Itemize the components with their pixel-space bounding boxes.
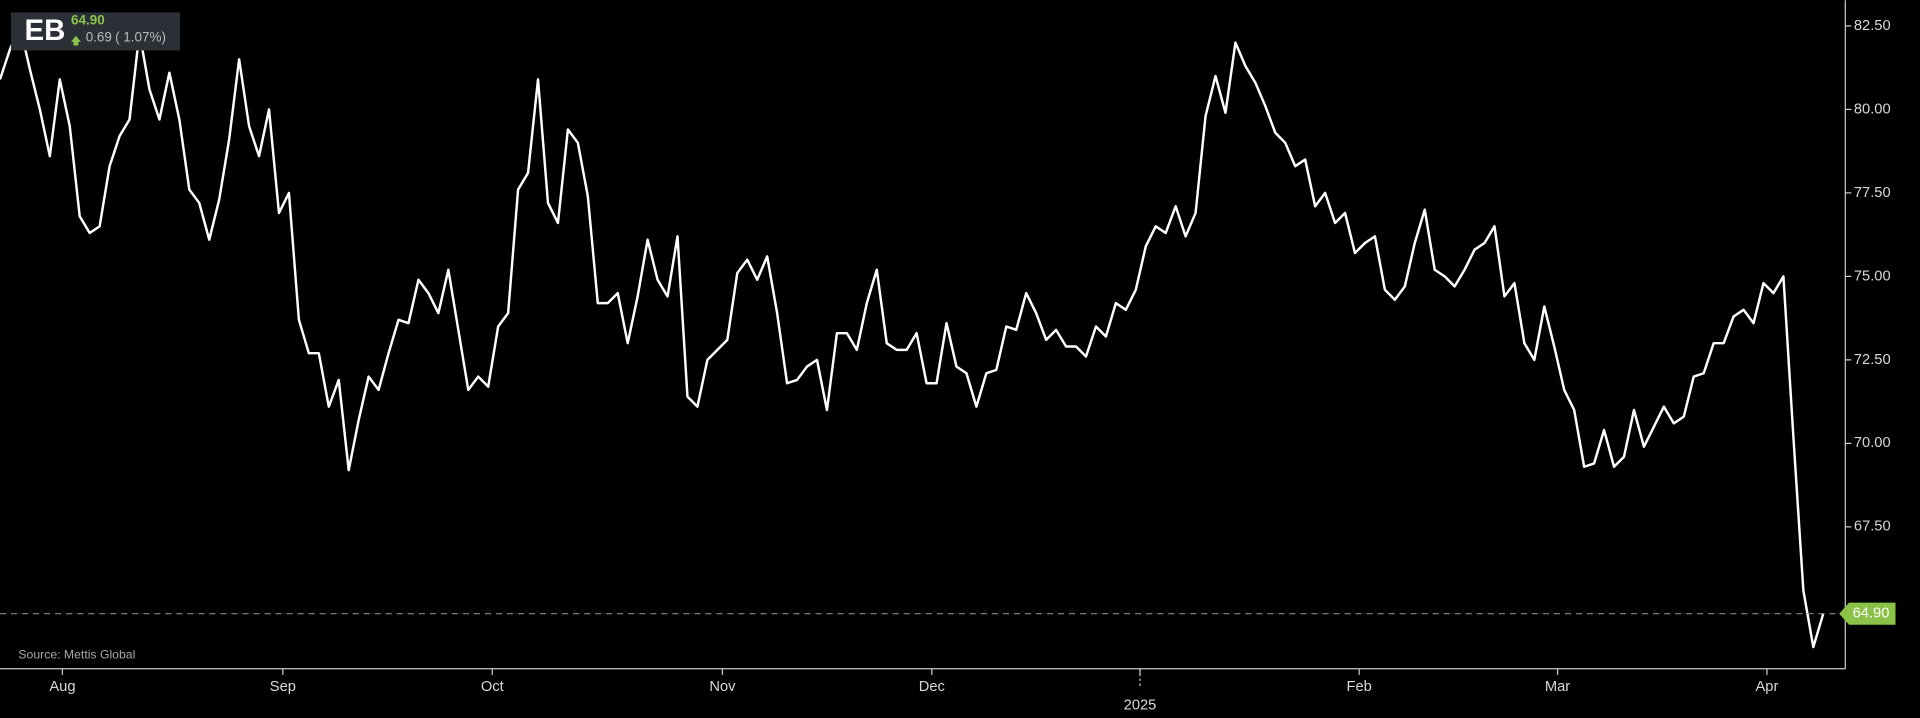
y-tick-label: 70.00 <box>1854 435 1891 451</box>
x-tick-label: Feb <box>1347 679 1372 695</box>
x-tick-label: Oct <box>481 679 504 695</box>
last-price-badge <box>1839 602 1896 625</box>
header-box <box>11 12 180 51</box>
price-line <box>0 24 1825 649</box>
up-arrow <box>71 35 81 46</box>
x-tick-label: Nov <box>709 679 736 695</box>
x-tick-label: Sep <box>270 679 296 695</box>
y-tick-label: 82.50 <box>1854 18 1891 34</box>
symbol: EB <box>24 14 65 47</box>
y-tick-label: 75.00 <box>1854 268 1891 284</box>
x-tick-label: Dec <box>919 679 945 695</box>
change: 0.69 <box>86 30 112 45</box>
last-price-label: 64.90 <box>1853 606 1890 622</box>
header: EB 64.90 0.69 ( 1.07%) <box>11 12 180 51</box>
y-tick-label: 80.00 <box>1854 101 1891 117</box>
y-tick-label: 77.50 <box>1854 185 1891 201</box>
x-tick-label: 2025 <box>1124 697 1157 713</box>
plot <box>0 24 1846 649</box>
y-tick-label: 72.50 <box>1854 352 1891 368</box>
x-tick-label: Aug <box>49 679 75 695</box>
price: 64.90 <box>71 13 105 28</box>
x-tick-label: Apr <box>1756 679 1779 695</box>
x-tick-label: Mar <box>1545 679 1570 695</box>
source: Source: Mettis Global <box>18 648 135 662</box>
y-tick-label: 67.50 <box>1854 519 1891 535</box>
change-pct: ( 1.07%) <box>115 30 166 45</box>
